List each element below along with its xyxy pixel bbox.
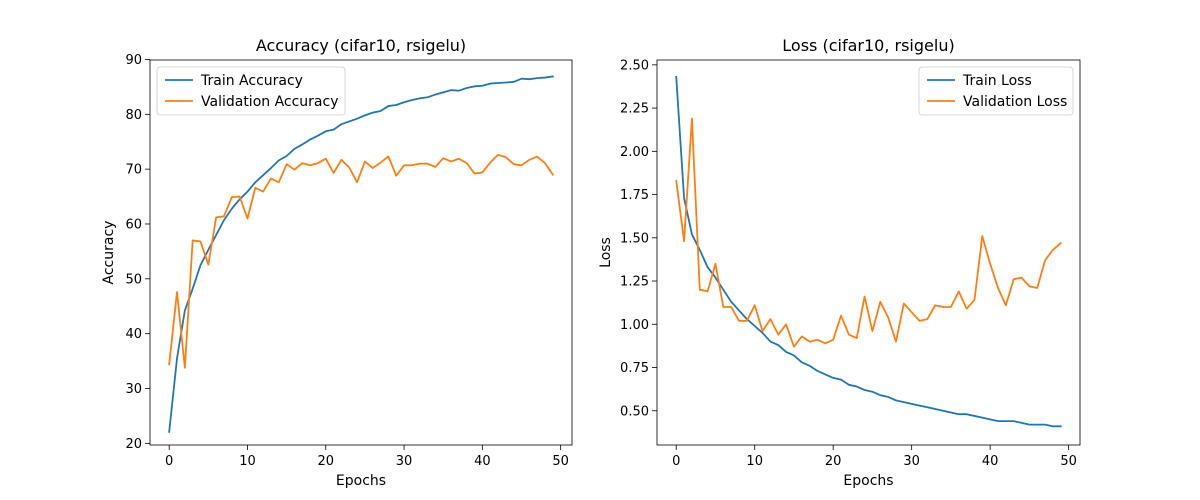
chart-title: Accuracy (cifar10, rsigelu) (256, 36, 466, 55)
loss-chart: 0 10 20 30 40 50 0.50 0.75 1.00 1.25 1.50 1.75 2.00 2… (598, 36, 1081, 489)
y-tick-label: 0.75 (620, 361, 649, 376)
y-tick-label: 40 (125, 327, 142, 342)
y-tick-label: 1.00 (620, 318, 649, 333)
y-tick-label: 1.50 (620, 231, 649, 246)
y-tick-label: 60 (125, 217, 142, 232)
series-line-train-loss (675, 75, 1062, 428)
y-tick-label: 50 (125, 272, 142, 287)
x-tick-label: 30 (903, 454, 920, 469)
y-tick-label: 2.25 (620, 102, 649, 117)
legend-label-train-loss: Train Loss (962, 73, 1032, 89)
y-axis-label: Loss (598, 237, 614, 268)
legend-label-validation-accuracy: Validation Accuracy (201, 94, 339, 110)
legend-box (918, 66, 1074, 116)
x-tick-label: 0 (672, 454, 680, 469)
x-tick-label: 20 (317, 454, 334, 469)
x-tick-label: 0 (165, 454, 173, 469)
x-axis-label: Epochs (843, 473, 893, 489)
legend-label-train-accuracy: Train Accuracy (200, 73, 303, 89)
x-tick-label: 10 (746, 454, 763, 469)
x-tick-label: 20 (825, 454, 842, 469)
x-tick-label: 10 (239, 454, 256, 469)
y-tick-label: 80 (125, 108, 142, 123)
x-axis-label: Epochs (336, 473, 386, 489)
x-tick-label: 50 (552, 454, 569, 469)
y-tick-label: 30 (125, 382, 142, 397)
legend-box (156, 66, 346, 116)
x-tick-label: 40 (982, 454, 999, 469)
x-tick-label: 50 (1060, 454, 1077, 469)
series-line-validation-accuracy (168, 153, 555, 369)
y-tick-label: 70 (125, 163, 142, 178)
accuracy-chart: 0 10 20 30 40 50 20 30 40 50 60 70 80 90 Accuracy (cif… (101, 36, 573, 489)
plot-area-frame (149, 59, 573, 446)
y-tick-label: 2.50 (620, 58, 649, 73)
y-axis-label: Accuracy (101, 221, 117, 285)
series-line-validation-loss (675, 117, 1063, 348)
legend: Train Loss Validation Loss (918, 66, 1074, 116)
series-line-train-accuracy (168, 75, 554, 433)
y-tick-label: 90 (125, 53, 142, 68)
plot-area-frame (656, 59, 1081, 446)
x-tick-label: 40 (474, 454, 491, 469)
y-tick-label: 1.25 (620, 275, 649, 290)
legend-label-validation-loss: Validation Loss (963, 94, 1067, 110)
x-tick-label: 30 (396, 454, 413, 469)
legend: Train Accuracy Validation Accuracy (156, 66, 346, 116)
y-tick-label: 2.00 (620, 145, 649, 160)
chart-title: Loss (cifar10, rsigelu) (782, 36, 954, 55)
y-tick-label: 1.75 (620, 188, 649, 203)
y-tick-label: 20 (125, 437, 142, 452)
y-tick-label: 0.50 (620, 404, 649, 419)
